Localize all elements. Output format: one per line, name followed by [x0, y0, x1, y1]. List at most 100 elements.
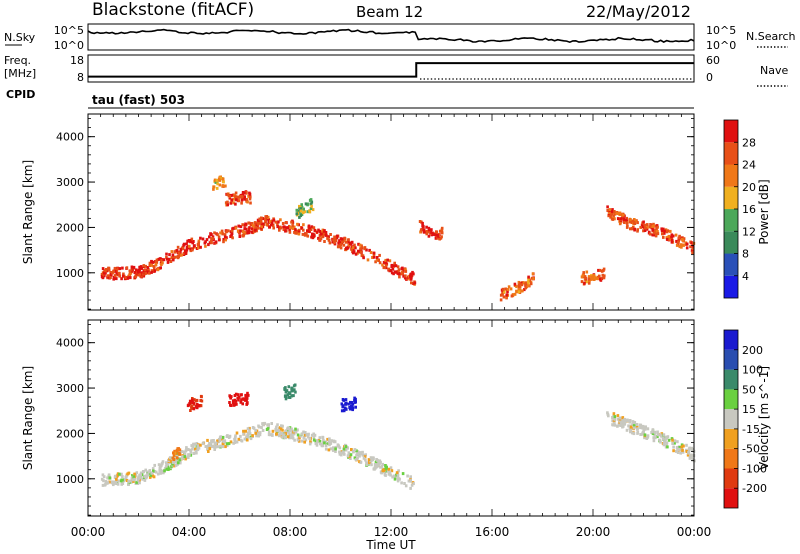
data-cell [127, 483, 130, 486]
colorbar-tick-label: 12 [742, 225, 756, 238]
data-cell [208, 442, 211, 445]
data-cell [172, 258, 175, 262]
data-cell [310, 433, 314, 437]
noise-right-label: N.Search [746, 30, 796, 43]
data-cell [112, 483, 115, 487]
data-cell [190, 404, 193, 408]
data-cell [237, 224, 240, 228]
data-cell [671, 441, 674, 445]
data-cell [176, 245, 180, 249]
data-cell [228, 401, 231, 404]
data-cell [501, 287, 505, 291]
data-cell [102, 479, 105, 483]
data-cell [288, 435, 292, 439]
data-cell [384, 464, 387, 467]
data-cell [149, 473, 152, 477]
data-cell [304, 438, 308, 442]
data-cell [243, 227, 246, 231]
data-cell [100, 275, 104, 278]
data-cell [118, 274, 121, 278]
data-cell [128, 269, 132, 273]
data-cell [673, 439, 677, 443]
data-cell [288, 392, 292, 396]
data-cell [618, 419, 621, 423]
data-cell [633, 227, 636, 231]
data-cell [318, 439, 322, 443]
data-cell [179, 461, 182, 465]
data-cell [660, 229, 664, 232]
data-cell [200, 395, 203, 399]
data-cell [665, 443, 668, 447]
data-cell [232, 197, 236, 201]
data-cell [636, 228, 639, 232]
data-cell [240, 439, 244, 443]
data-cell [229, 404, 233, 407]
data-cell [611, 217, 615, 221]
data-cell [616, 217, 620, 221]
data-cell [272, 218, 276, 222]
data-cell [359, 452, 362, 456]
data-cell [318, 436, 322, 440]
data-cell [189, 448, 192, 452]
data-cell [329, 233, 332, 236]
colorbar-tick-label: -15 [742, 423, 760, 436]
data-cell [394, 264, 398, 268]
data-cell [622, 213, 625, 217]
data-cell [661, 232, 664, 236]
data-cell [656, 435, 659, 439]
data-cell [346, 454, 350, 458]
data-cell [666, 435, 670, 439]
data-cell [283, 436, 287, 439]
data-cell [238, 395, 241, 399]
power-colorbar-label: Power [dB] [757, 179, 771, 244]
data-cell [513, 292, 517, 296]
data-cell [279, 226, 283, 230]
data-cell [223, 233, 227, 237]
data-cell [249, 437, 253, 441]
data-cell [302, 207, 305, 211]
data-cell [356, 251, 359, 255]
data-cell [188, 239, 192, 243]
data-cell [324, 231, 328, 234]
colorbar-tick-label: 100 [742, 364, 763, 377]
data-cell [107, 473, 111, 477]
data-cell [325, 442, 329, 446]
data-cell [247, 221, 250, 225]
data-cell [499, 298, 503, 302]
data-cell [655, 224, 659, 228]
data-cell [195, 451, 198, 455]
data-cell [633, 218, 636, 221]
data-cell [137, 477, 140, 481]
data-cell [625, 216, 628, 220]
data-cell [133, 477, 136, 481]
data-cell [184, 252, 187, 255]
data-cell [334, 239, 338, 243]
data-cell [322, 232, 326, 236]
data-cell [344, 445, 348, 449]
data-cell [125, 479, 129, 482]
data-cell [392, 264, 396, 268]
data-cell [151, 260, 155, 264]
data-cell [217, 238, 221, 242]
data-cell [312, 226, 316, 230]
data-cell [626, 419, 630, 423]
data-cell [306, 229, 309, 233]
data-cell [167, 258, 171, 262]
data-cell [381, 462, 384, 466]
data-cell [352, 248, 355, 251]
data-cell [287, 395, 290, 399]
data-cell [631, 431, 634, 435]
colorbar-swatch [724, 231, 738, 254]
data-cell [680, 450, 684, 454]
data-cell [148, 264, 152, 267]
data-cell [651, 228, 654, 232]
colorbar-swatch [724, 275, 738, 299]
data-cell [382, 260, 386, 264]
data-cell [421, 221, 424, 225]
colorbar-swatch [724, 369, 738, 390]
data-cell [155, 258, 159, 262]
data-cell [603, 274, 606, 278]
data-cell [515, 285, 518, 289]
data-cell [675, 243, 679, 247]
data-cell [178, 458, 182, 462]
